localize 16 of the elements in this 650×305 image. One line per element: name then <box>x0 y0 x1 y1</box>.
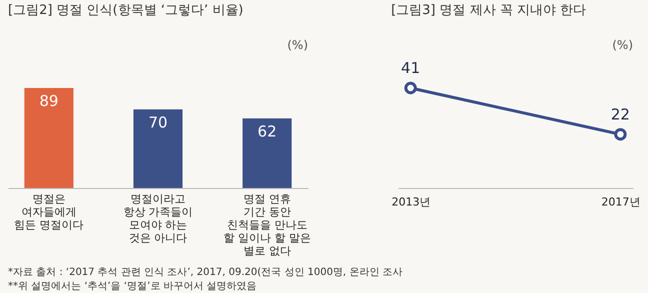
data-label: 62 <box>258 122 277 140</box>
y-axis-title: (%) <box>287 38 308 52</box>
x-tick-label: 명절이라고 항상 가족들이 모여야 하는 것은 아니다 <box>123 192 193 244</box>
data-label: 89 <box>39 92 58 110</box>
text: **위 설명에서는 ‘추석’을 ‘명절’로 바꾸어서 설명하였음 <box>8 281 257 292</box>
x-tick-label: 명절 연휴 기간 동안 친척들을 만나도 할 일이나 할 말은 별로 없다 <box>223 192 311 258</box>
chart-title: [그림2] 명절 인식(항목별 ‘그렇다’ 비율) <box>8 3 244 18</box>
x-tick-label: 2017년 <box>601 196 640 208</box>
data-label: 22 <box>610 105 630 124</box>
x-tick-label: 명절은 여자들에게 힘든 명절이다 <box>14 192 84 232</box>
data-label: 70 <box>148 113 168 132</box>
data-label: 41 <box>401 59 420 77</box>
text: *자료 출처 : ‘2017 추석 관련 인식 조사’, 2017, 09.20(전국 성인 1000명, 온라인 조사 <box>8 267 402 278</box>
y-axis-title: (%) <box>612 38 633 52</box>
chart-title: [그림3] 명절 제사 꼭 지내야 한다 <box>391 3 586 18</box>
x-tick-label: 2013년 <box>392 196 431 208</box>
